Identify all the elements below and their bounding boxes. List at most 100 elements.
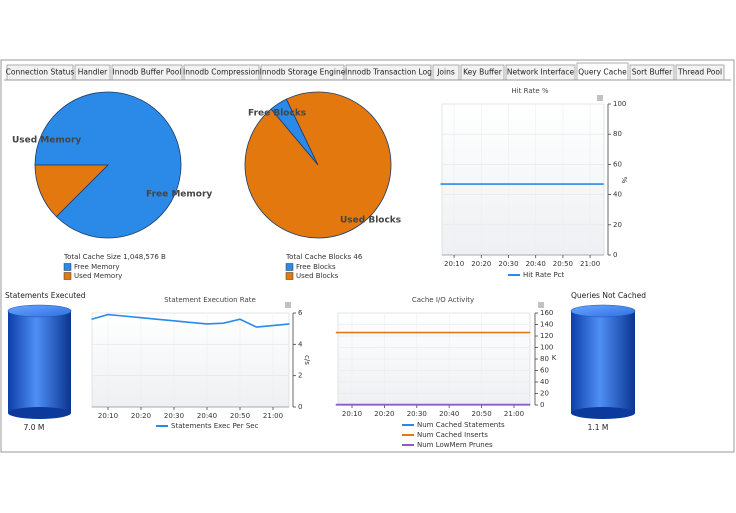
legend-label: Statements Exec Per Sec — [171, 422, 259, 430]
legend-swatch — [63, 272, 72, 280]
legend-label: Used Memory — [74, 272, 122, 280]
x-tick-label: 21:00 — [580, 260, 600, 268]
cylinder-body — [8, 311, 71, 413]
tab-label: Innodb Buffer Pool — [113, 68, 182, 77]
pie-caption: Total Cache Size 1,048,576 B — [63, 253, 166, 261]
y-tick-label: 40 — [540, 378, 549, 386]
tab-label: Connection Status — [6, 68, 75, 77]
x-tick-label: 21:00 — [504, 410, 524, 418]
x-tick-label: 20:50 — [230, 412, 250, 420]
cylinder-bottom — [8, 407, 71, 419]
y-tick-label: 20 — [540, 390, 549, 398]
y-tick-label: 160 — [540, 309, 553, 317]
x-tick-label: 20:30 — [407, 410, 427, 418]
tab-label: Query Cache — [578, 68, 627, 77]
slice-label: Used Blocks — [340, 216, 401, 226]
tab[interactable]: Thread Pool — [675, 64, 725, 81]
cylinder-bottom — [571, 407, 635, 419]
x-tick-label: 20:10 — [98, 412, 118, 420]
tab-label: Innodb Transaction Log — [345, 68, 432, 77]
legend-label: Free Memory — [74, 263, 120, 271]
tab[interactable]: Connection Status — [6, 64, 75, 81]
legend-label: Free Blocks — [296, 263, 336, 271]
x-tick-label: 20:40 — [439, 410, 459, 418]
y-tick-label: 60 — [540, 367, 549, 375]
legend-swatch — [285, 272, 294, 280]
chart-title: Cache I/O Activity — [412, 296, 474, 304]
gauge-value: 7.0 M — [24, 423, 45, 432]
legend-label: Used Blocks — [296, 272, 339, 280]
y-tick-label: 20 — [613, 221, 622, 229]
y-tick-label: 100 — [613, 100, 626, 108]
legend-label: Num Cached Inserts — [417, 431, 488, 439]
x-tick-label: 20:20 — [471, 260, 491, 268]
x-tick-label: 20:10 — [444, 260, 464, 268]
y-tick-label: 4 — [298, 340, 303, 348]
slice-label: Used Memory — [12, 136, 81, 146]
y-tick-label: 80 — [613, 130, 622, 138]
y-axis-label: K — [552, 354, 557, 362]
x-tick-label: 20:10 — [342, 410, 362, 418]
gauge-value: 1.1 M — [588, 423, 609, 432]
tab-label: Innodb Compression — [183, 68, 260, 77]
y-tick-label: 0 — [540, 401, 544, 409]
y-tick-label: 60 — [613, 160, 622, 168]
x-tick-label: 21:00 — [263, 412, 283, 420]
y-tick-label: 120 — [540, 332, 553, 340]
series-line — [91, 313, 290, 328]
y-tick-label: 140 — [540, 321, 553, 329]
cylinder-top — [7, 304, 72, 318]
tab[interactable]: Innodb Compression — [183, 64, 260, 81]
y-axis-label: % — [620, 177, 628, 184]
y-tick-label: 40 — [613, 191, 622, 199]
tab-label: Thread Pool — [677, 68, 722, 77]
chart-title: Hit Rate % — [511, 87, 548, 95]
x-tick-label: 20:40 — [526, 260, 546, 268]
y-tick-label: 2 — [298, 372, 302, 380]
x-tick-label: 20:20 — [374, 410, 394, 418]
tab-label: Sort Buffer — [632, 68, 673, 77]
x-tick-label: 20:30 — [498, 260, 518, 268]
y-tick-label: 0 — [298, 403, 302, 411]
y-axis-label: c/s — [303, 355, 311, 365]
cylinder-top — [570, 304, 636, 318]
legend-label: Num LowMem Prunes — [417, 441, 493, 449]
x-tick-label: 20:50 — [472, 410, 492, 418]
y-tick-label: 6 — [298, 309, 303, 317]
y-tick-label: 100 — [540, 344, 553, 352]
gauge-title: Statements Executed — [5, 291, 86, 300]
tab[interactable]: Sort Buffer — [629, 64, 675, 81]
tab[interactable]: Network Interface — [505, 64, 576, 81]
tab-label: Network Interface — [507, 68, 575, 77]
x-tick-label: 20:50 — [553, 260, 573, 268]
tab[interactable]: Innodb Buffer Pool — [111, 64, 183, 81]
slice-label: Free Memory — [146, 190, 212, 200]
tab[interactable]: Key Buffer — [460, 64, 505, 81]
tab-label: Innodb Storage Engine — [260, 68, 346, 77]
pie-caption: Total Cache Blocks 46 — [285, 253, 363, 261]
pie-slice — [244, 91, 392, 239]
tab[interactable]: Handler — [74, 64, 111, 81]
x-tick-label: 20:20 — [131, 412, 151, 420]
tab[interactable]: Innodb Storage Engine — [260, 64, 346, 81]
pie-slice — [34, 164, 109, 218]
legend-swatch — [285, 263, 294, 271]
y-tick-label: 80 — [540, 355, 549, 363]
tab[interactable]: Innodb Transaction Log — [345, 64, 432, 81]
pie-slice — [34, 91, 182, 239]
chart-title: Statement Execution Rate — [164, 296, 256, 304]
y-tick-label: 0 — [613, 251, 617, 259]
tab-label: Joins — [436, 68, 455, 77]
gauge-title: Queries Not Cached — [571, 291, 646, 300]
tab-bar: Connection Status Handler Innodb Buffer Po… — [6, 62, 725, 81]
legend-swatch — [63, 263, 72, 271]
legend-label: Num Cached Statements — [417, 421, 505, 429]
plot-area — [441, 103, 605, 256]
tab[interactable]: Joins — [432, 64, 460, 81]
legend-label: Hit Rate Pct — [523, 271, 565, 279]
x-tick-label: 20:40 — [197, 412, 217, 420]
tab[interactable]: Query Cache — [576, 62, 629, 81]
slice-label: Free Blocks — [248, 109, 306, 119]
tab-label: Handler — [78, 68, 108, 77]
